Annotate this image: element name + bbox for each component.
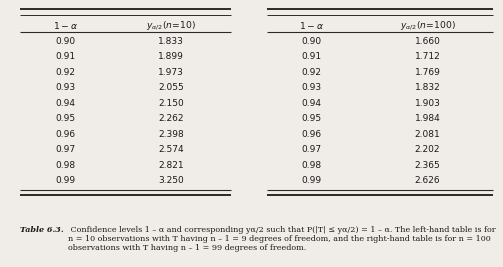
Text: 0.92: 0.92 xyxy=(55,68,75,77)
Text: 2.574: 2.574 xyxy=(158,145,184,154)
Text: 0.94: 0.94 xyxy=(55,99,75,108)
Text: 0.96: 0.96 xyxy=(55,130,75,139)
Text: 1.984: 1.984 xyxy=(414,114,441,123)
Text: Confidence levels 1 – α and corresponding yα/2 such that P(|T| ≤ yα/2) = 1 – α. : Confidence levels 1 – α and correspondin… xyxy=(68,226,496,252)
Text: 0.99: 0.99 xyxy=(55,176,75,185)
Text: 0.95: 0.95 xyxy=(302,114,322,123)
Text: $1-\alpha$: $1-\alpha$ xyxy=(53,20,78,31)
Text: 0.95: 0.95 xyxy=(55,114,75,123)
Text: 2.365: 2.365 xyxy=(414,161,441,170)
Text: 1.973: 1.973 xyxy=(158,68,184,77)
Text: 1.903: 1.903 xyxy=(414,99,441,108)
Text: 0.97: 0.97 xyxy=(55,145,75,154)
Text: 1.833: 1.833 xyxy=(158,37,184,46)
Text: 0.98: 0.98 xyxy=(302,161,322,170)
Text: 0.92: 0.92 xyxy=(302,68,322,77)
Text: 0.96: 0.96 xyxy=(302,130,322,139)
Text: 0.91: 0.91 xyxy=(302,52,322,61)
Text: Table 6.3.: Table 6.3. xyxy=(20,226,64,234)
Text: 0.94: 0.94 xyxy=(302,99,322,108)
Text: 0.91: 0.91 xyxy=(55,52,75,61)
Text: 0.90: 0.90 xyxy=(55,37,75,46)
Text: 3.250: 3.250 xyxy=(158,176,184,185)
Text: Table 6.3. Confidence levels 1 – α and corresponding yα/2 such that P(|T| ≤ yα/2: Table 6.3. Confidence levels 1 – α and c… xyxy=(20,226,495,252)
Text: 2.821: 2.821 xyxy=(158,161,184,170)
Text: 2.150: 2.150 xyxy=(158,99,184,108)
Text: 1.712: 1.712 xyxy=(414,52,441,61)
Text: 2.262: 2.262 xyxy=(158,114,184,123)
Text: 2.202: 2.202 xyxy=(415,145,440,154)
Text: 0.97: 0.97 xyxy=(302,145,322,154)
Text: 0.99: 0.99 xyxy=(302,176,322,185)
Text: 2.626: 2.626 xyxy=(415,176,440,185)
Text: 0.98: 0.98 xyxy=(55,161,75,170)
Text: 0.90: 0.90 xyxy=(302,37,322,46)
Text: $y_{\alpha/2}(n\!=\!100)$: $y_{\alpha/2}(n\!=\!100)$ xyxy=(400,19,455,32)
Text: 1.832: 1.832 xyxy=(414,83,441,92)
Text: $1-\alpha$: $1-\alpha$ xyxy=(299,20,324,31)
Text: 2.081: 2.081 xyxy=(414,130,441,139)
Text: $y_{\alpha/2}(n\!=\!10)$: $y_{\alpha/2}(n\!=\!10)$ xyxy=(146,19,196,32)
Text: 0.93: 0.93 xyxy=(55,83,75,92)
Text: 0.93: 0.93 xyxy=(302,83,322,92)
Text: 1.660: 1.660 xyxy=(414,37,441,46)
Text: 1.899: 1.899 xyxy=(158,52,184,61)
Text: 1.769: 1.769 xyxy=(414,68,441,77)
Text: 2.398: 2.398 xyxy=(158,130,184,139)
Text: 2.055: 2.055 xyxy=(158,83,184,92)
